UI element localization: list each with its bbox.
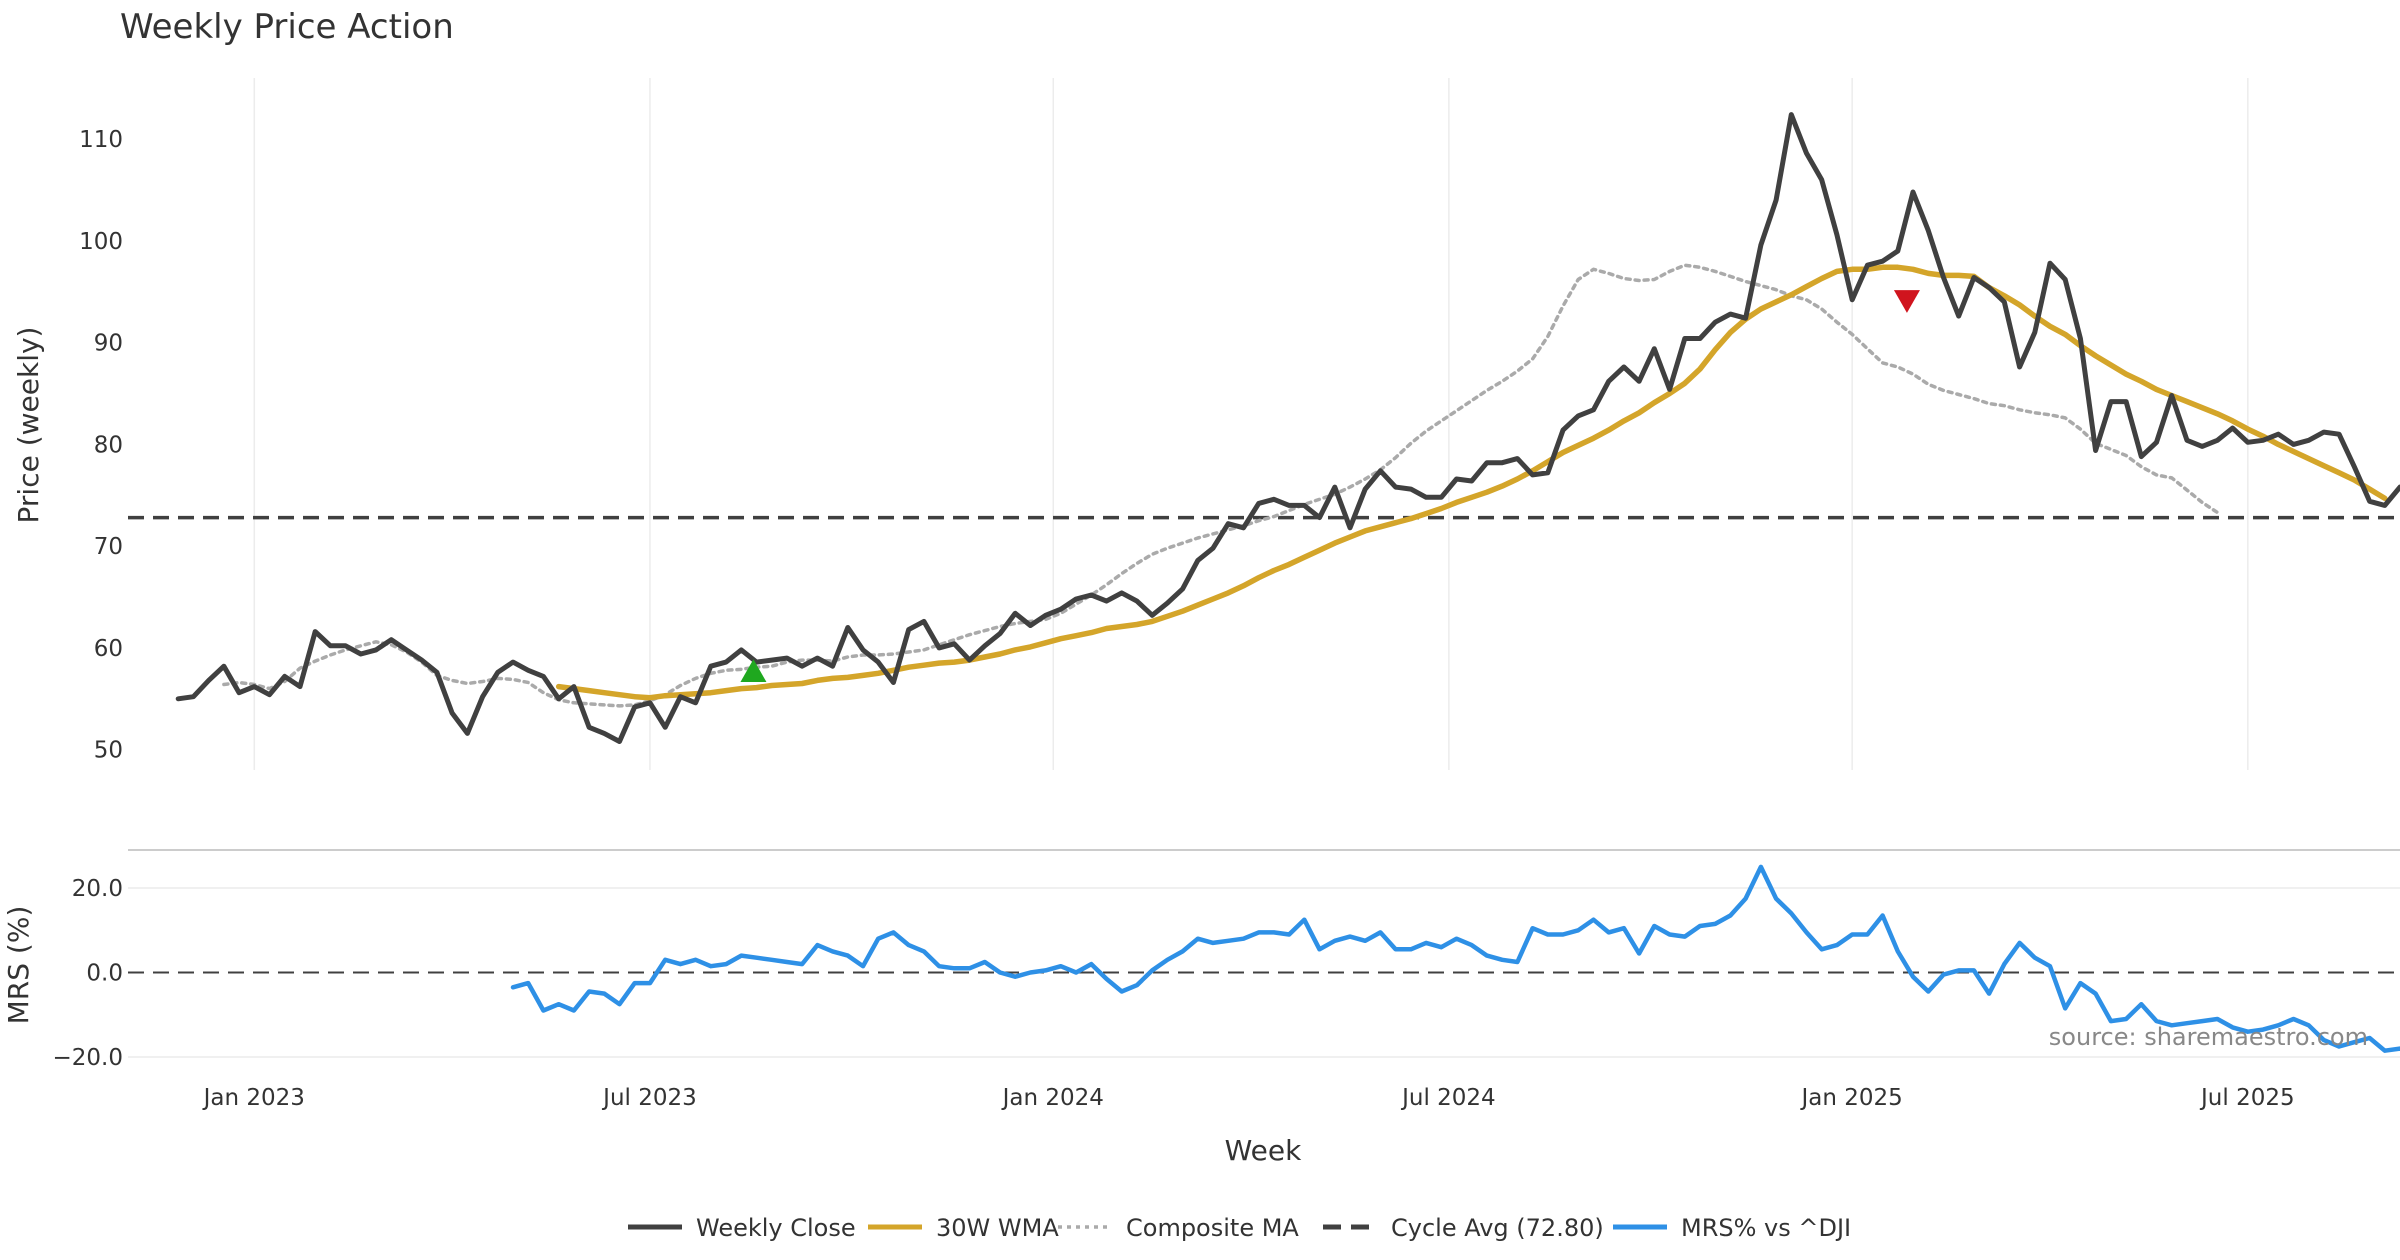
- mrs-series-group: [128, 864, 2400, 1053]
- legend-label-mrs-vs-dji: MRS% vs ^DJI: [1681, 1214, 1851, 1242]
- mrs-y-tick-label: −20.0: [53, 1045, 123, 1071]
- mrs-vs-dji-line: [510, 864, 2400, 1053]
- x-ticks: Jan 2023 Jul 2023 Jan 2024 Jul 2024 Jan 2025…: [202, 1085, 2295, 1111]
- buy-signal-marker: [740, 659, 767, 683]
- price-grid: [253, 78, 2249, 770]
- sell-signal-marker: [1893, 290, 1920, 313]
- price-y-tick-label: 100: [79, 229, 123, 255]
- composite-ma-line: [222, 263, 2220, 708]
- price-y-tick-label: 60: [94, 636, 123, 662]
- weekly-close-line: [175, 112, 2400, 744]
- x-tick-label: Jul 2024: [1400, 1085, 1496, 1111]
- x-tick-label: Jan 2025: [1800, 1085, 1903, 1111]
- x-axis-label: Week: [1225, 1134, 1302, 1167]
- mrs-grid: [128, 887, 2400, 1058]
- price-y-ticks: 50 60 70 80 90 100 110: [79, 127, 123, 764]
- chart-title: Weekly Price Action: [120, 7, 454, 47]
- price-y-tick-label: 110: [79, 127, 123, 153]
- source-note: source: sharemaestro.com: [2049, 1023, 2368, 1051]
- x-tick-label: Jul 2025: [2199, 1085, 2295, 1111]
- mrs-y-tick-label: 20.0: [72, 876, 123, 902]
- price-y-tick-label: 50: [94, 738, 123, 764]
- legend-label-30w-wma: 30W WMA: [936, 1214, 1059, 1242]
- mrs-y-axis-label: MRS (%): [2, 906, 35, 1025]
- x-tick-label: Jan 2023: [202, 1085, 305, 1111]
- legend-label-cycle-avg-72-80: Cycle Avg (72.80): [1391, 1214, 1604, 1242]
- legend-label-composite-ma: Composite MA: [1126, 1214, 1299, 1242]
- price-y-axis-label: Price (weekly): [12, 327, 45, 524]
- price-y-tick-label: 90: [94, 331, 123, 357]
- legend: Weekly Close 30W WMA Composite MA Cycle Avg…: [628, 1214, 1851, 1242]
- mrs-y-ticks: 20.0 0.0 −20.0: [53, 876, 123, 1071]
- x-tick-label: Jul 2023: [601, 1085, 697, 1111]
- price-y-tick-label: 70: [94, 534, 123, 560]
- price-y-tick-label: 80: [94, 432, 123, 458]
- price-series-group: [128, 112, 2400, 744]
- mrs-y-tick-label: 0.0: [86, 961, 123, 987]
- x-tick-label: Jan 2024: [1001, 1085, 1104, 1111]
- legend-label-weekly-close: Weekly Close: [696, 1214, 856, 1242]
